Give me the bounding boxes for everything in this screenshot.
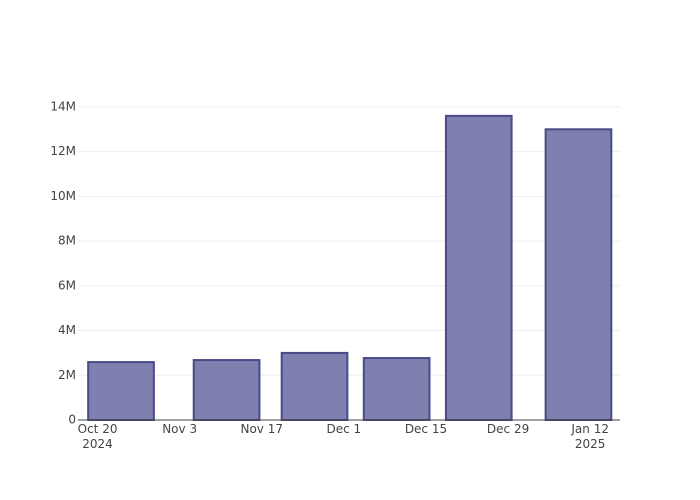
x-tick-label: Dec 15	[404, 422, 448, 436]
y-tick-label: 0	[68, 413, 76, 427]
x-tick-label: Nov 3	[162, 422, 198, 436]
y-tick-label: 8M	[58, 234, 76, 248]
y-tick-label: 12M	[50, 144, 76, 158]
y-tick-label: 10M	[50, 189, 76, 203]
bar	[362, 357, 431, 422]
y-tick-label: 2M	[58, 368, 76, 382]
y-tick-label: 4M	[58, 323, 76, 337]
bar	[544, 128, 613, 422]
y-tick-label: 6M	[58, 278, 76, 292]
x-tick-label: Dec 1	[326, 422, 362, 436]
bar	[280, 351, 349, 421]
x-tick-label: Nov 17	[240, 422, 283, 436]
x-tick-label: Oct 20 2024	[77, 422, 118, 451]
x-tick-label: Dec 29	[486, 422, 530, 436]
bar	[192, 359, 261, 422]
bar	[444, 114, 513, 421]
bar	[87, 361, 155, 421]
y-tick-label: 14M	[50, 99, 76, 113]
x-tick-label: Jan 12 2025	[571, 422, 609, 451]
